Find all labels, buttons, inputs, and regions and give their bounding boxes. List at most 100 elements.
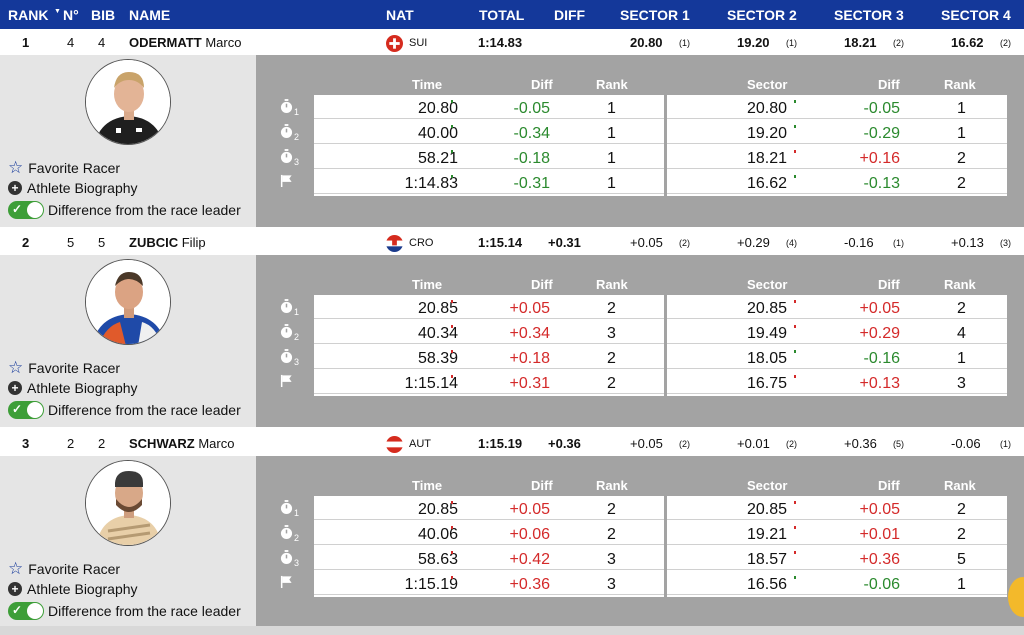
finish-flag-icon [280,174,293,190]
split-row: 58.63 +0.42 3 [314,546,664,570]
header-name[interactable]: NAME [129,7,171,23]
split-time: 20.80 [417,100,458,117]
racer-summary-row[interactable]: 2 5 5 ZUBCIC Filip CRO 1:15.14 +0.31 +0.05 (2) +0… [0,229,1024,255]
racer-name[interactable]: ZUBCIC Filip [129,235,206,250]
split-rank: 3 [607,551,616,568]
header-num[interactable]: N° [63,7,79,23]
athlete-biography-link[interactable]: + Athlete Biography [8,180,138,196]
sector-rank: 1 [957,100,966,117]
sector-diff: -0.05 [863,100,900,117]
favorite-racer-label: Favorite Racer [28,561,121,577]
favorite-racer-link[interactable]: ☆ Favorite Racer [8,358,120,378]
sector-row: 19.49 +0.29 4 [667,320,1007,344]
favorite-racer-link[interactable]: ☆ Favorite Racer [8,559,120,579]
racer-bib: 5 [98,235,106,250]
sector-row: 20.85 +0.05 2 [667,295,1007,319]
diff-marker [451,576,453,579]
sector-time: 18.21 [746,150,787,167]
sector-diff-marker [794,325,796,328]
sector-diff-marker [794,150,796,153]
header-sector3[interactable]: SECTOR 3 [834,7,904,23]
sector-time: 18.57 [746,551,787,568]
header-rank[interactable]: RANK [8,7,49,23]
racer-sector-3-value: +0.36 [844,436,877,451]
racer-sector-2-rank: (2) [786,439,797,449]
col-diff-header: Diff [531,478,553,493]
split-row: 20.80 -0.05 1 [314,95,664,119]
col-time-header: Time [412,478,443,493]
racer-sector-1-rank: (2) [679,439,690,449]
racer-summary-row[interactable]: 3 2 2 SCHWARZ Marco AUT 1:15.19 +0.36 +0.05 (2) +… [0,430,1024,456]
header-total[interactable]: TOTAL [479,7,525,23]
sector-rank: 1 [957,125,966,142]
sector-diff-marker [794,375,796,378]
split-time: 1:15.19 [404,576,458,593]
athlete-biography-link[interactable]: + Athlete Biography [8,380,138,396]
plus-circle-icon: + [8,381,22,395]
split-rank: 2 [607,501,616,518]
difference-toggle[interactable]: ✓ Difference from the race leader [8,201,241,219]
racer-sector-3-value: -0.16 [844,235,874,250]
split-time: 40.06 [417,526,458,543]
difference-toggle[interactable]: ✓ Difference from the race leader [8,401,241,419]
athlete-biography-link[interactable]: + Athlete Biography [8,581,138,597]
flag-sui-icon [386,35,403,52]
toggle-on-icon[interactable]: ✓ [8,602,44,620]
sector-diff-marker [794,526,796,529]
header-sector2[interactable]: SECTOR 2 [727,7,797,23]
stopwatch-icon: 2 [280,124,299,142]
split-time: 1:15.14 [404,375,458,392]
split-diff: +0.05 [509,501,550,518]
header-bib[interactable]: BIB [91,7,116,23]
split-rank: 1 [607,150,616,167]
athlete-biography-label: Athlete Biography [27,180,138,196]
sector-rank: 2 [957,501,966,518]
racer-sector-3-rank: (5) [893,439,904,449]
racer-sector-3-rank: (1) [893,238,904,248]
racer-name[interactable]: SCHWARZ Marco [129,436,234,451]
split-diff: +0.06 [509,526,550,543]
header-sector1[interactable]: SECTOR 1 [620,7,690,23]
sector-splits-table [667,295,1007,396]
col-diff-header: Diff [531,77,553,92]
sector-time: 16.56 [746,576,787,593]
split-diff: -0.18 [513,150,550,167]
racer-profile: ☆ Favorite Racer + Athlete Biography ✓ Differ… [0,55,256,227]
sector-row: 20.85 +0.05 2 [667,496,1007,520]
racer-sector-4-value: +0.13 [951,235,984,250]
diff-marker [451,501,453,504]
col-sector-diff-header: Diff [878,277,900,292]
avatar [85,59,171,145]
diff-marker [451,350,453,353]
favorite-racer-link[interactable]: ☆ Favorite Racer [8,158,120,178]
sector-diff: +0.13 [859,375,900,392]
header-diff[interactable]: DIFF [554,7,586,23]
racer-summary-row[interactable]: 1 4 4 ODERMATT Marco SUI 1:14.83 20.80 (1) 19.20… [0,29,1024,55]
toggle-on-icon[interactable]: ✓ [8,401,44,419]
sector-diff-marker [794,175,796,178]
racer-nat: SUI [409,37,428,49]
sector-diff: -0.29 [863,125,900,142]
header-nat[interactable]: NAT [386,7,414,23]
col-sector-diff-header: Diff [878,77,900,92]
split-rank: 1 [607,175,616,192]
favorite-racer-label: Favorite Racer [28,160,121,176]
racer-sector-2-value: +0.29 [737,235,770,250]
sector-diff-marker [794,551,796,554]
difference-toggle[interactable]: ✓ Difference from the race leader [8,602,241,620]
sector-time: 19.20 [746,125,787,142]
sector-row: 18.05 -0.16 1 [667,345,1007,369]
sort-down-icon[interactable]: ▼ [54,8,61,15]
scroll-indicator[interactable] [1008,577,1024,617]
star-outline-icon: ☆ [8,358,24,377]
sector-diff: +0.01 [859,526,900,543]
racer-rank: 2 [22,235,30,250]
racer-sector-1-rank: (2) [679,238,690,248]
sector-rank: 4 [957,325,966,342]
racer-name[interactable]: ODERMATT Marco [129,35,241,50]
toggle-on-icon[interactable]: ✓ [8,201,44,219]
flag-aut-icon [386,436,403,453]
header-sector4[interactable]: SECTOR 4 [941,7,1011,23]
racer-sector-4-value: 16.62 [951,35,984,50]
racer-surname: ODERMATT [129,35,202,50]
